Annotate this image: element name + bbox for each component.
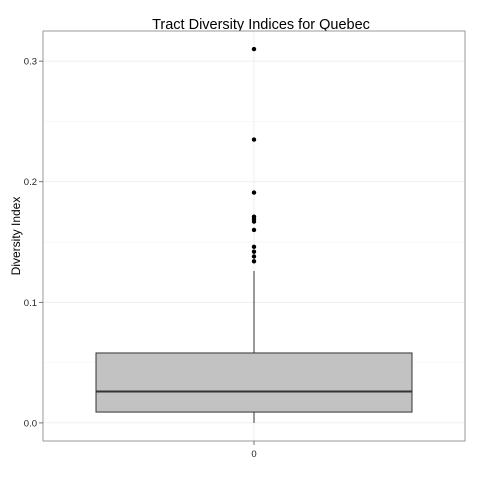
x-tick-label: 0 bbox=[251, 449, 256, 460]
outlier-point bbox=[251, 137, 257, 142]
outlier-point bbox=[251, 190, 257, 195]
outlier-point bbox=[251, 214, 257, 219]
y-tick-label: 0.2 bbox=[24, 177, 37, 188]
y-tick-label: 0.0 bbox=[24, 418, 37, 429]
outlier-point bbox=[251, 254, 257, 259]
plot-area: 0.0 0.1 0.2 0.3 0 bbox=[24, 30, 466, 460]
outlier-point bbox=[251, 244, 257, 250]
outlier-point bbox=[251, 46, 257, 52]
outlier-point bbox=[251, 249, 257, 254]
box bbox=[95, 352, 413, 413]
chart-title: Tract Diversity Indices for Quebec bbox=[152, 17, 370, 33]
y-tick-label: 0.1 bbox=[24, 298, 37, 309]
y-axis-title: Diversity Index bbox=[9, 197, 23, 276]
outlier-point bbox=[251, 259, 257, 264]
y-tick-label: 0.3 bbox=[24, 57, 37, 68]
outlier-point bbox=[251, 227, 257, 233]
